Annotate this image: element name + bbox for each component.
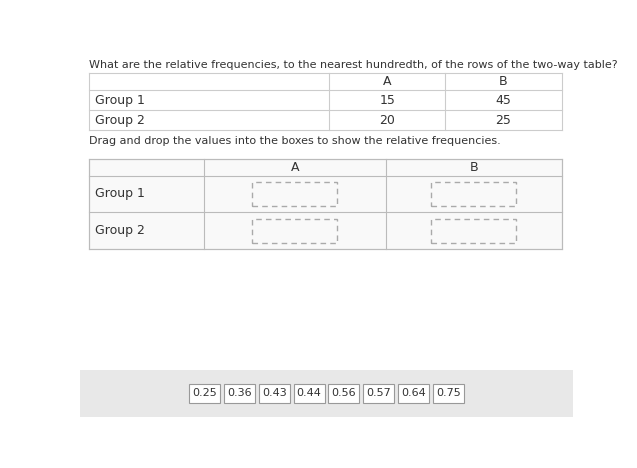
- Text: 25: 25: [496, 114, 512, 126]
- Text: 20: 20: [380, 114, 395, 126]
- Text: 15: 15: [380, 94, 395, 107]
- FancyBboxPatch shape: [89, 159, 562, 249]
- Bar: [294, 384, 324, 402]
- Text: 0.57: 0.57: [366, 388, 391, 398]
- Text: Group 2: Group 2: [95, 225, 145, 237]
- Bar: [252, 219, 338, 243]
- Text: Group 1: Group 1: [95, 94, 145, 107]
- Text: B: B: [469, 161, 478, 174]
- Text: A: A: [383, 75, 392, 88]
- Text: 0.25: 0.25: [192, 388, 217, 398]
- Text: 0.64: 0.64: [401, 388, 426, 398]
- Bar: [80, 370, 573, 417]
- Text: 0.36: 0.36: [227, 388, 252, 398]
- Text: 45: 45: [496, 94, 512, 107]
- Text: Group 2: Group 2: [95, 114, 145, 126]
- Bar: [398, 384, 429, 402]
- Bar: [259, 384, 290, 402]
- Bar: [252, 182, 338, 206]
- Text: 0.44: 0.44: [297, 388, 322, 398]
- Bar: [224, 384, 255, 402]
- Bar: [431, 219, 517, 243]
- Text: 0.43: 0.43: [262, 388, 287, 398]
- Text: Group 1: Group 1: [95, 188, 145, 200]
- Bar: [329, 384, 359, 402]
- Text: A: A: [290, 161, 299, 174]
- Bar: [363, 384, 394, 402]
- Bar: [431, 182, 517, 206]
- Bar: [433, 384, 464, 402]
- Bar: [189, 384, 220, 402]
- Text: What are the relative frequencies, to the nearest hundredth, of the rows of the : What are the relative frequencies, to th…: [89, 59, 617, 70]
- Text: 0.56: 0.56: [332, 388, 356, 398]
- Text: Drag and drop the values into the boxes to show the relative frequencies.: Drag and drop the values into the boxes …: [89, 136, 501, 146]
- Text: B: B: [499, 75, 508, 88]
- Text: 0.75: 0.75: [436, 388, 461, 398]
